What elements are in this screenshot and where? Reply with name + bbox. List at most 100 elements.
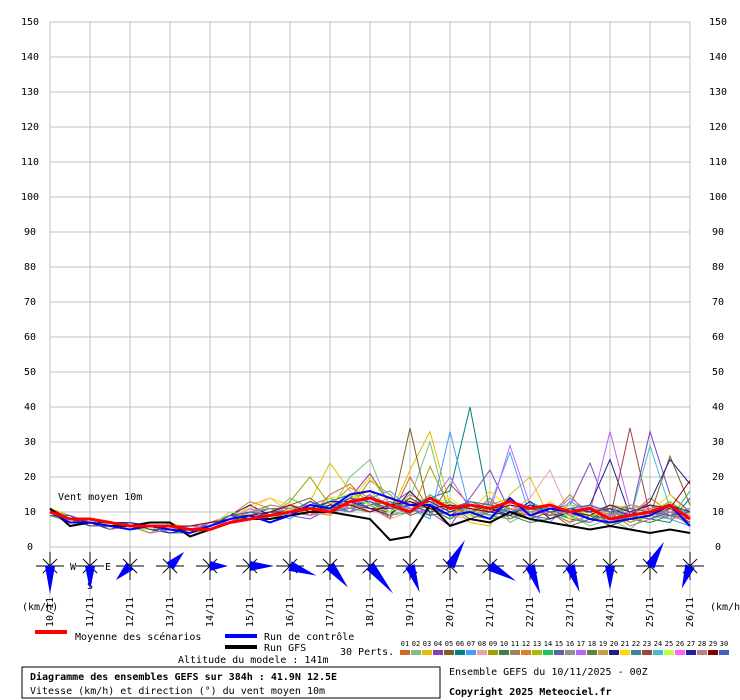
x-tick-label: 20/11 — [445, 597, 456, 627]
legend-label: 26 — [676, 640, 684, 648]
legend-label: 14 — [544, 640, 552, 648]
compass-ray — [442, 565, 451, 574]
legend-label: 03 — [423, 640, 431, 648]
y-tick-label: 20 — [24, 472, 36, 483]
compass-ray — [202, 558, 211, 567]
y-tick-label: 10 — [712, 507, 724, 518]
legend-label: 04 — [434, 640, 442, 648]
y-tick-label: 120 — [709, 122, 727, 133]
legend-swatch — [532, 650, 542, 655]
compass-ray — [169, 565, 178, 574]
x-tick-label: 19/11 — [405, 597, 416, 627]
x-tick-label: 13/11 — [165, 597, 176, 627]
y-tick-label: 50 — [712, 367, 724, 378]
y-tick-label: 30 — [712, 437, 724, 448]
wind-arrow — [326, 562, 348, 588]
compass-ray — [642, 565, 651, 574]
y-tick-label: 70 — [712, 297, 724, 308]
legend-label: 08 — [478, 640, 486, 648]
wind-arrow — [405, 564, 420, 593]
wind-arrow — [210, 561, 228, 571]
compass-ray — [529, 558, 538, 567]
x-tick-label: 24/11 — [605, 597, 616, 627]
legend-label: 21 — [621, 640, 629, 648]
x-tick-label: 14/11 — [205, 597, 216, 627]
compass-ray — [282, 565, 291, 574]
y-tick-label: 90 — [24, 227, 36, 238]
legend-swatch — [510, 650, 520, 655]
x-tick-label: 18/11 — [365, 597, 376, 627]
y-tick-label: 100 — [21, 192, 39, 203]
y-tick-label: 0 — [27, 542, 33, 553]
legend-label: 02 — [412, 640, 420, 648]
legend-label: 16 — [566, 640, 574, 648]
compass-ray — [609, 558, 618, 567]
legend-swatch — [587, 650, 597, 655]
legend-swatch — [609, 650, 619, 655]
legend-swatch — [664, 650, 674, 655]
x-tick-label: 11/11 — [85, 597, 96, 627]
compass-ray — [282, 558, 291, 567]
legend-label: 18 — [588, 640, 596, 648]
compass-ray — [449, 565, 458, 574]
legend-label: 10 — [500, 640, 508, 648]
legend-label: 23 — [643, 640, 651, 648]
y-tick-label: 110 — [21, 157, 39, 168]
compass-label: W — [70, 562, 77, 573]
y-tick-label: 120 — [21, 122, 39, 133]
compass-ray — [42, 558, 51, 567]
y-tick-label: 100 — [709, 192, 727, 203]
wind-arrow — [115, 562, 134, 581]
wind-arrow — [645, 541, 664, 569]
y-tick-label: 130 — [709, 87, 727, 98]
legend-swatch — [543, 650, 553, 655]
legend-swatch — [422, 650, 432, 655]
compass-ray — [242, 565, 251, 574]
legend-swatch — [675, 650, 685, 655]
legend-label: 20 — [610, 640, 618, 648]
y-tick-label: 40 — [24, 402, 36, 413]
legend-label: 30 — [720, 640, 728, 648]
wind-arrow — [681, 564, 695, 589]
legend-swatch — [708, 650, 718, 655]
legend-label: Run de contrôle — [264, 631, 354, 643]
legend-label: 29 — [709, 640, 717, 648]
legend-label: 11 — [511, 640, 519, 648]
compass-ray — [522, 558, 531, 567]
run-info: Ensemble GEFS du 10/11/2025 - 00Z — [449, 667, 648, 678]
y-tick-label: 10 — [24, 507, 36, 518]
x-tick-label: 21/11 — [485, 597, 496, 627]
legend-swatch — [631, 650, 641, 655]
legend-label: 05 — [445, 640, 453, 648]
legend-swatch — [477, 650, 487, 655]
compass-ray — [129, 558, 138, 567]
legend-label: 15 — [555, 640, 563, 648]
legend-swatch — [488, 650, 498, 655]
legend-swatch — [697, 650, 707, 655]
compass-ray — [409, 558, 418, 567]
info-title: Diagramme des ensembles GEFS sur 384h : … — [30, 671, 337, 683]
compass-ray — [329, 558, 338, 567]
wind-arrow — [445, 540, 465, 569]
legend-label: 06 — [456, 640, 464, 648]
legend-swatch — [455, 650, 465, 655]
legend-swatch — [466, 650, 476, 655]
compass-ray — [362, 558, 371, 567]
legend-swatch — [411, 650, 421, 655]
legend-label: 12 — [522, 640, 530, 648]
x-tick-label: 25/11 — [645, 597, 656, 627]
legend-label: 07 — [467, 640, 475, 648]
series-line — [49, 496, 691, 531]
compass-ray — [369, 558, 378, 567]
legend-label: 22 — [632, 640, 640, 648]
compass-ray — [162, 565, 171, 574]
unit-label: (km/h) — [22, 602, 58, 613]
legend-label: 13 — [533, 640, 541, 648]
wind-arrow — [525, 564, 541, 595]
wind-arrow — [487, 561, 516, 581]
x-tick-label: 23/11 — [565, 597, 576, 627]
x-tick-label: 22/11 — [525, 597, 536, 627]
series-line — [50, 497, 691, 530]
y-tick-label: 40 — [712, 402, 724, 413]
x-tick-label: 17/11 — [325, 597, 336, 627]
